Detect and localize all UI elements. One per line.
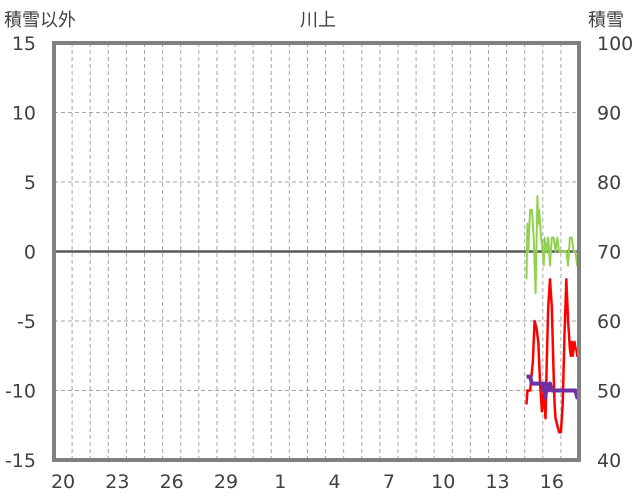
left-tick-label: -15 xyxy=(5,450,36,472)
grid-layer xyxy=(54,43,579,460)
left-tick-label: 15 xyxy=(12,33,36,55)
x-tick-label: 10 xyxy=(431,471,455,493)
right-tick-label: 50 xyxy=(597,381,621,403)
x-tick-label: 1 xyxy=(274,471,286,493)
plot-frame xyxy=(52,41,581,462)
left-tick-label: -10 xyxy=(5,381,36,403)
label-layer: 積雪以外 川上 積雪 151050-5-10-15100908070605040… xyxy=(4,10,633,493)
left-tick-label: 10 xyxy=(12,103,36,125)
left-tick-label: 5 xyxy=(24,172,36,194)
right-tick-label: 90 xyxy=(597,103,621,125)
right-tick-label: 80 xyxy=(597,172,621,194)
series-line-3 xyxy=(526,374,581,400)
series-line-2 xyxy=(525,278,580,434)
chart-title: 川上 xyxy=(300,10,336,31)
right-tick-label: 70 xyxy=(597,242,621,264)
x-tick-label: 16 xyxy=(540,471,564,493)
right-tick-label: 100 xyxy=(597,33,633,55)
right-tick-label: 40 xyxy=(597,450,621,472)
left-tick-label: -5 xyxy=(17,311,36,333)
x-tick-label: 29 xyxy=(214,471,238,493)
left-axis-label: 積雪以外 xyxy=(4,10,76,31)
right-axis-label: 積雪 xyxy=(588,10,624,31)
series-layer xyxy=(525,194,581,434)
x-tick-label: 26 xyxy=(160,471,184,493)
series-line-1 xyxy=(525,194,580,295)
x-tick-label: 23 xyxy=(105,471,129,493)
frame-layer xyxy=(52,41,581,462)
x-tick-label: 7 xyxy=(383,471,395,493)
right-tick-label: 60 xyxy=(597,311,621,333)
x-tick-label: 20 xyxy=(51,471,75,493)
left-tick-label: 0 xyxy=(24,242,36,264)
x-tick-label: 13 xyxy=(485,471,509,493)
x-tick-label: 4 xyxy=(329,471,341,493)
